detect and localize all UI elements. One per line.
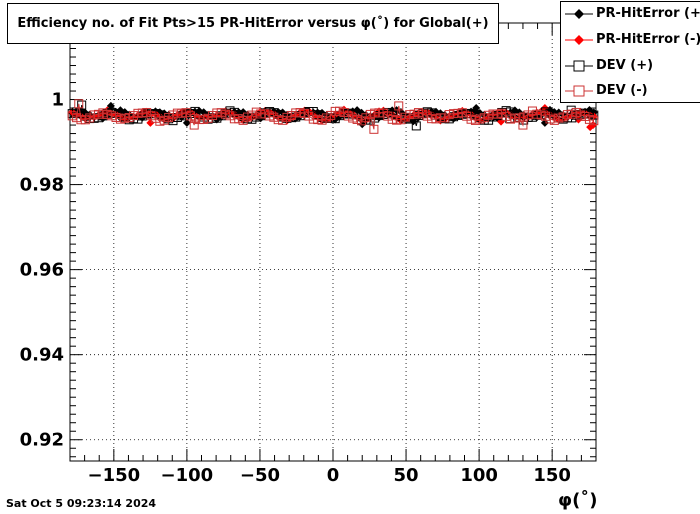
legend-item-pr-plus: PR-HitError (+) <box>561 2 700 26</box>
data-point <box>182 118 191 127</box>
legend-marker-filled-diamond-red <box>565 35 593 45</box>
x-tick-label: 100 <box>460 465 498 486</box>
plot-frame <box>69 22 597 462</box>
data-point <box>411 121 421 131</box>
legend-marker-open-square-black <box>565 60 593 72</box>
legend: PR-HitError (+) PR-HitError (-) DEV (+) … <box>560 1 700 103</box>
x-tick-label: 50 <box>394 465 419 486</box>
legend-label-dev-minus: DEV (-) <box>596 83 648 98</box>
y-tick-label: 0.92 <box>20 430 64 451</box>
data-point <box>106 101 115 110</box>
legend-item-dev-minus: DEV (-) <box>561 79 700 103</box>
y-tick-label: 0.96 <box>20 260 64 281</box>
legend-marker-open-square-red <box>565 85 593 97</box>
data-point <box>77 100 87 110</box>
data-point <box>589 116 599 126</box>
y-tick-label: 0.98 <box>20 175 64 196</box>
data-point <box>74 99 84 109</box>
legend-label-pr-plus: PR-HitError (+) <box>596 6 700 21</box>
data-point <box>189 120 199 130</box>
legend-item-pr-minus: PR-HitError (-) <box>561 28 700 52</box>
data-point <box>394 101 404 111</box>
x-axis-label: φ(˚) <box>558 490 598 511</box>
data-point <box>540 118 549 127</box>
legend-label-pr-minus: PR-HitError (-) <box>596 32 700 47</box>
legend-label-dev-plus: DEV (+) <box>596 58 654 73</box>
series-3 <box>67 99 599 134</box>
timestamp: Sat Oct 5 09:23:14 2024 <box>6 497 157 510</box>
chart-title: Efficiency no. of Fit Pts>15 PR-HitError… <box>7 3 499 44</box>
x-tick-label: 150 <box>533 465 571 486</box>
y-tick-label: 0.94 <box>20 345 64 366</box>
legend-marker-filled-diamond-black <box>565 9 593 19</box>
data-point <box>146 118 155 127</box>
x-tick-label: −50 <box>240 465 280 486</box>
data-point <box>369 124 379 134</box>
data-point <box>472 104 481 113</box>
legend-item-dev-plus: DEV (+) <box>561 54 700 78</box>
chart-title-text: Efficiency no. of Fit Pts>15 PR-HitError… <box>17 16 489 31</box>
x-tick-label: −150 <box>88 465 141 486</box>
x-tick-label: 0 <box>327 465 340 486</box>
y-tick-label: 1 <box>51 90 64 111</box>
x-tick-label: −100 <box>161 465 214 486</box>
